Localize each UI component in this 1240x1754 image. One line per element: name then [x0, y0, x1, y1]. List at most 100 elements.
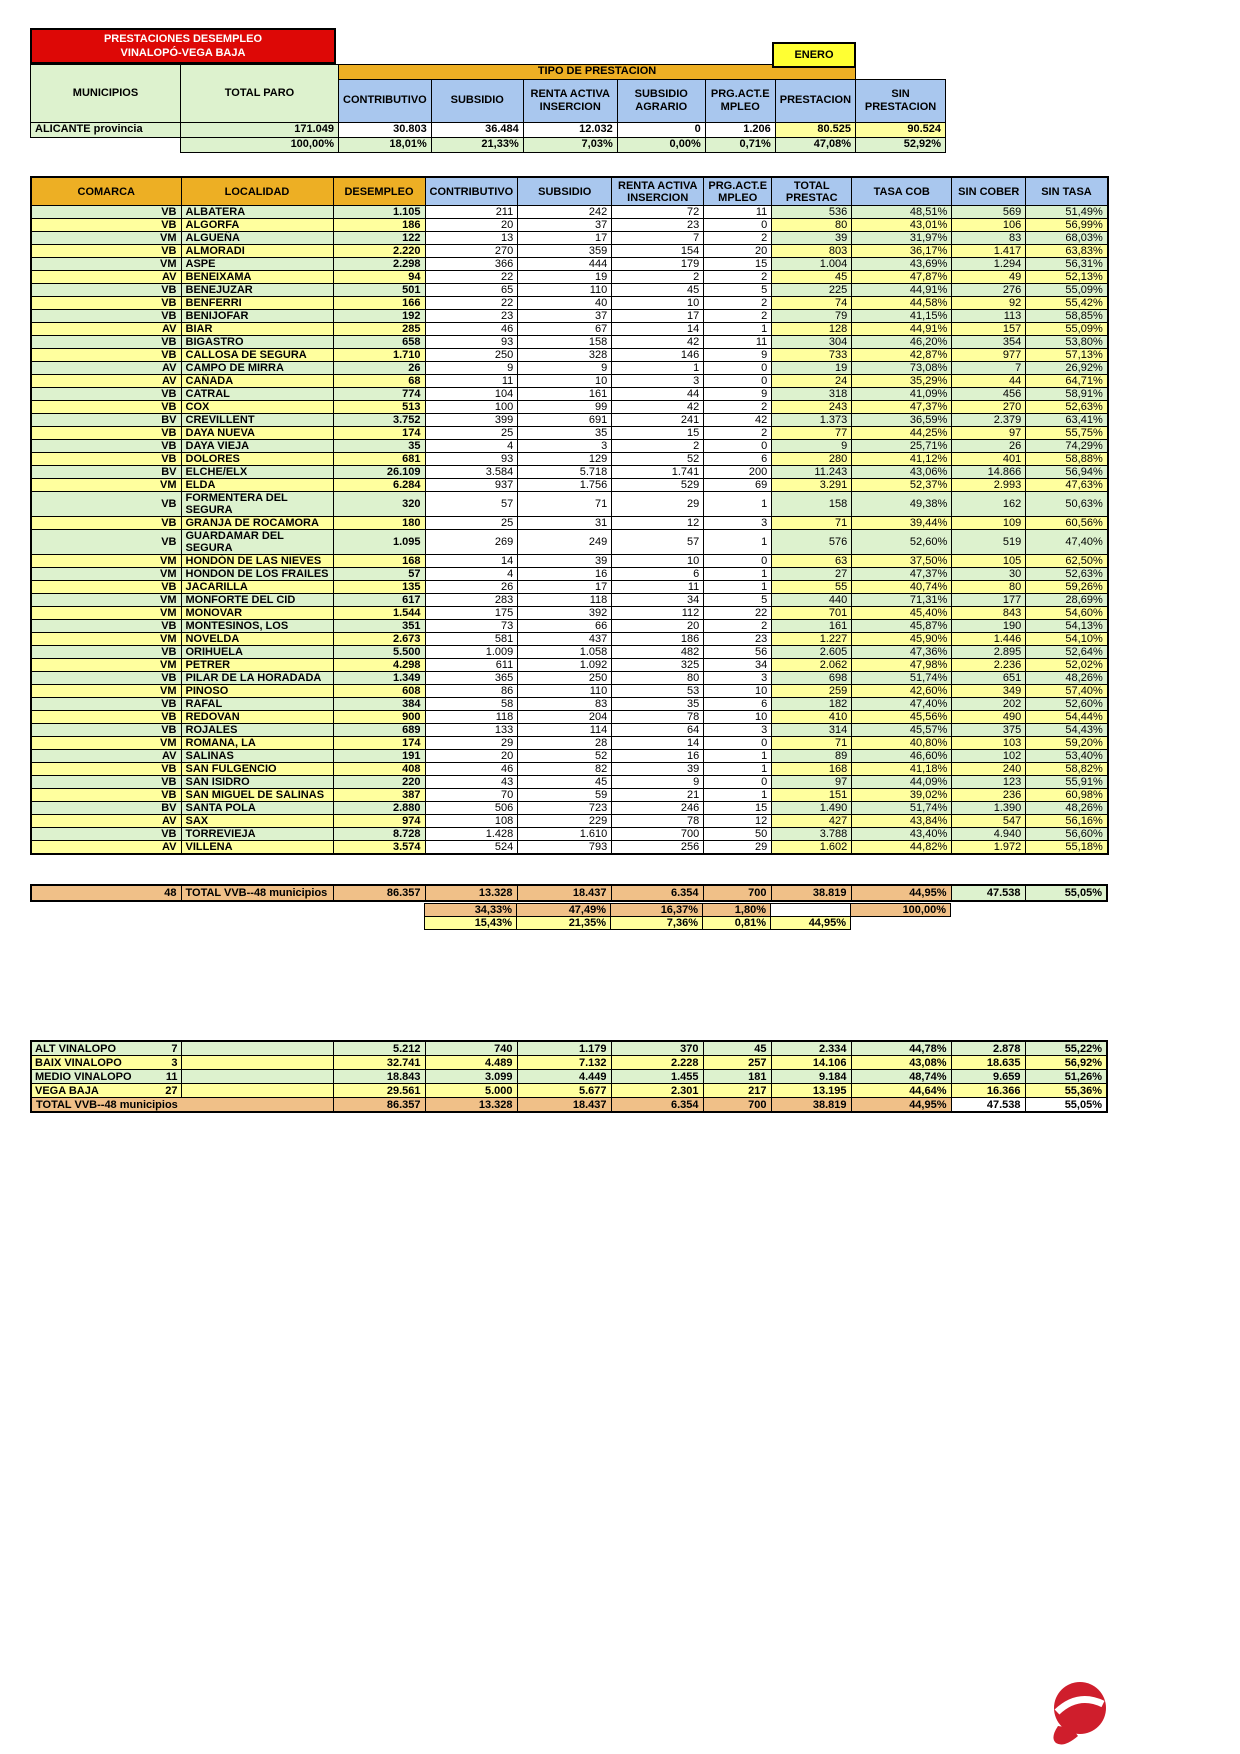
cell: 25 — [424, 426, 519, 440]
municipio-row: VB ORIHUELA 5.500 1.009 1.058 482 56 2.605 47,36… — [30, 645, 1109, 659]
cell: 80.525 — [774, 121, 857, 138]
cell: 576 — [771, 529, 853, 555]
cell: 80 — [951, 580, 1027, 594]
cell: 53,40% — [1025, 749, 1109, 763]
cell: 349 — [951, 684, 1027, 698]
localidad-cell: PETRER — [180, 658, 334, 672]
comarca-cell: BV — [30, 413, 182, 427]
cell: 151 — [771, 788, 853, 802]
cell: 67 — [517, 322, 613, 336]
desempleo-cell: 35 — [332, 439, 426, 453]
cell: 52,13% — [1025, 270, 1109, 284]
cell: 9 — [611, 775, 705, 789]
cell — [180, 1069, 334, 1084]
localidad-cell: ALGORFA — [180, 218, 334, 232]
localidad-cell: MONOVAR — [180, 606, 334, 620]
comarca-cell: VB — [30, 348, 182, 362]
municipio-row: VB ALMORADI 2.220 270 359 154 20 803 36,17% 1.417… — [30, 244, 1109, 258]
cell: 44,95% — [850, 1097, 952, 1113]
cell: 366 — [424, 257, 519, 271]
cell: 229 — [517, 814, 613, 828]
cell: 43 — [424, 775, 519, 789]
cell: 15 — [703, 801, 773, 815]
cell — [31, 137, 181, 152]
report-title-line1: PRESTACIONES DESEMPLEO — [103, 33, 263, 45]
desempleo-cell: 192 — [332, 309, 426, 323]
cell: 118 — [517, 593, 613, 607]
cell: 57 — [611, 529, 705, 555]
cell: 31,97% — [851, 231, 953, 245]
cell: 175 — [424, 606, 519, 620]
cell: 691 — [517, 413, 613, 427]
cell: 24 — [771, 374, 853, 388]
cell: 1 — [611, 361, 705, 375]
cell: 2.228 — [610, 1055, 704, 1070]
desempleo-cell: 1.105 — [332, 205, 426, 219]
cell: 45,87% — [851, 619, 953, 633]
cell: 42,87% — [851, 348, 953, 362]
cell: 40 — [517, 296, 613, 310]
cell: 54,13% — [1025, 619, 1109, 633]
comarca-cell: VB — [30, 205, 182, 219]
cell: 1.227 — [771, 632, 853, 646]
cell: 54,43% — [1025, 723, 1109, 737]
municipio-row: VM ELDA 6.284 937 1.756 529 69 3.291 52,37% 2.993… — [30, 478, 1109, 492]
cell: 47,40% — [1025, 529, 1109, 555]
cell: 41,15% — [851, 309, 953, 323]
comarca-cell: VM — [30, 478, 182, 492]
municipio-row: BV ELCHE/ELX 26.109 3.584 5.718 1.741 200 11.24… — [30, 465, 1109, 479]
cell: 304 — [771, 335, 853, 349]
cell: 698 — [771, 671, 853, 685]
cell: 52,02% — [1025, 658, 1109, 672]
cell: 611 — [424, 658, 519, 672]
comarca-cell: AV — [30, 814, 182, 828]
cell: 63 — [771, 554, 853, 568]
cell: 740 — [424, 1040, 518, 1056]
cell: 270 — [424, 244, 519, 258]
month-badge: ENERO — [772, 42, 856, 68]
municipio-row: BV SANTA POLA 2.880 506 723 246 15 1.490 51,74% 1… — [30, 801, 1109, 815]
cell: 3 — [703, 723, 773, 737]
localidad-cell: BIAR — [180, 322, 334, 336]
cell: 42,60% — [851, 684, 953, 698]
cell: 375 — [951, 723, 1027, 737]
cell: 1.009 — [424, 645, 519, 659]
cell: 34 — [703, 658, 773, 672]
cell: 26 — [951, 439, 1027, 453]
summary-total-row: TOTAL VVB--48 municipios 86.357 13.328 18.4… — [30, 1097, 1108, 1113]
cell: 99 — [517, 400, 613, 414]
cell: 7.132 — [516, 1055, 612, 1070]
comarca-cell: VB — [30, 580, 182, 594]
cell: 34,33% — [424, 903, 517, 917]
cell: 733 — [771, 348, 853, 362]
band-spacer — [856, 65, 946, 80]
municipio-row: VB GRANJA DE ROCAMORA 180 25 31 12 3 71 39,44% 10… — [30, 516, 1109, 530]
municipio-count: 7 — [171, 1042, 178, 1055]
col-contributivo: CONTRIBUTIVO — [424, 176, 519, 206]
comarca-cell: VM — [30, 593, 182, 607]
comarca-cell: VB — [30, 244, 182, 258]
cell: 41,09% — [851, 387, 953, 401]
cell: 48,74% — [850, 1069, 952, 1084]
desempleo-cell: 135 — [332, 580, 426, 594]
desempleo-cell: 2.220 — [332, 244, 426, 258]
cell: 1.428 — [424, 827, 519, 841]
cell: 519 — [951, 529, 1027, 555]
municipio-row: AV BENEIXAMA 94 22 19 2 2 45 47,87% 49 52,13% — [30, 270, 1109, 284]
cell: 410 — [771, 710, 853, 724]
cell: 19 — [517, 270, 613, 284]
cell: 392 — [517, 606, 613, 620]
cell: 44,78% — [850, 1040, 952, 1056]
localidad-cell: FORMENTERA DEL SEGURA — [180, 491, 334, 517]
cell: 45,90% — [851, 632, 953, 646]
cell: 16,37% — [610, 903, 703, 917]
municipio-row: VB SAN ISIDRO 220 43 45 9 0 97 44,09% 123 55,91% — [30, 775, 1109, 789]
cell: 14 — [611, 322, 705, 336]
municipio-row: VB ALGORFA 186 20 37 23 0 80 43,01% 106 56,99% — [30, 218, 1109, 232]
cell: 359 — [517, 244, 613, 258]
comarca-cell: VB — [30, 309, 182, 323]
desempleo-cell: 6.284 — [332, 478, 426, 492]
municipio-row: VM PINOSO 608 86 110 53 10 259 42,60% 349 57,40% — [30, 684, 1109, 698]
municipio-row: VB DOLORES 681 93 129 52 6 280 41,12% 401 58,88% — [30, 452, 1109, 466]
cell: 49,38% — [851, 491, 953, 517]
